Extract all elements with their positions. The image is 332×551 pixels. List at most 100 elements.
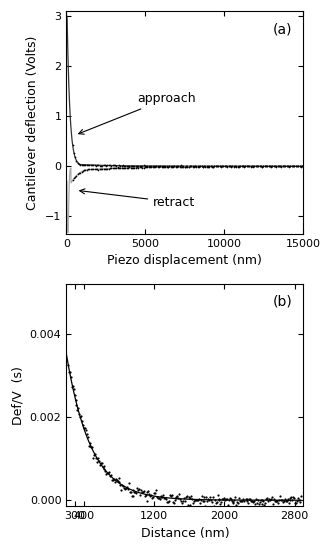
Point — [98, 165, 104, 174]
Point — [164, 495, 169, 504]
Point — [145, 161, 150, 170]
Point — [75, 158, 80, 167]
Point — [298, 163, 303, 171]
Point — [227, 161, 232, 170]
Point — [223, 162, 229, 171]
Point — [115, 477, 120, 486]
Point — [196, 495, 202, 504]
Point — [220, 495, 226, 504]
Point — [258, 162, 264, 171]
Point — [130, 485, 135, 494]
Point — [255, 495, 260, 504]
Point — [202, 162, 207, 171]
Point — [80, 420, 86, 429]
Point — [273, 496, 278, 505]
Point — [181, 494, 187, 503]
Point — [203, 163, 208, 171]
Point — [267, 495, 273, 504]
Point — [225, 162, 230, 171]
Point — [181, 161, 186, 170]
Point — [223, 494, 229, 503]
Point — [119, 164, 124, 173]
Point — [250, 162, 256, 171]
Point — [146, 487, 151, 496]
Point — [146, 163, 151, 172]
Point — [129, 163, 134, 172]
Point — [172, 162, 177, 171]
Point — [188, 494, 193, 503]
Point — [107, 161, 113, 170]
Point — [284, 162, 289, 171]
Point — [132, 488, 137, 497]
Point — [200, 162, 206, 171]
Point — [69, 383, 74, 392]
Point — [299, 162, 305, 171]
Point — [132, 163, 137, 172]
Point — [127, 163, 132, 172]
Point — [185, 162, 190, 171]
Point — [186, 162, 191, 171]
Point — [213, 161, 218, 170]
Point — [265, 494, 270, 503]
Point — [156, 494, 161, 503]
Point — [81, 424, 87, 433]
Point — [126, 478, 131, 487]
Point — [79, 160, 84, 169]
Point — [258, 162, 264, 171]
Point — [175, 491, 180, 500]
Point — [276, 162, 282, 171]
Point — [125, 485, 130, 494]
Point — [160, 493, 165, 502]
Point — [218, 162, 223, 171]
Point — [243, 161, 248, 170]
Point — [88, 441, 93, 450]
Point — [80, 160, 86, 169]
Point — [139, 161, 145, 170]
Point — [177, 163, 182, 172]
Point — [183, 162, 189, 171]
Point — [201, 496, 206, 505]
Point — [135, 485, 141, 494]
Point — [125, 162, 131, 171]
Point — [104, 470, 109, 479]
Point — [249, 161, 254, 170]
Point — [141, 161, 146, 170]
Point — [284, 162, 289, 171]
Point — [91, 453, 96, 462]
Point — [78, 411, 84, 420]
Point — [105, 161, 110, 170]
Point — [180, 163, 185, 171]
Point — [195, 161, 200, 170]
Point — [191, 162, 197, 171]
Point — [162, 494, 167, 503]
Point — [84, 430, 89, 439]
Point — [297, 498, 302, 506]
Point — [105, 468, 110, 477]
Point — [248, 162, 253, 171]
Point — [186, 493, 191, 501]
Point — [226, 162, 231, 171]
Point — [115, 164, 121, 173]
Point — [265, 161, 270, 170]
Point — [217, 495, 222, 504]
Point — [113, 474, 118, 483]
Point — [70, 141, 75, 149]
Point — [178, 161, 184, 170]
Point — [102, 164, 108, 173]
Point — [88, 161, 93, 170]
Point — [128, 487, 133, 496]
Point — [168, 491, 174, 500]
Point — [274, 161, 279, 170]
Point — [150, 163, 155, 171]
Point — [212, 162, 217, 171]
Point — [101, 462, 106, 471]
Point — [159, 163, 164, 171]
Point — [160, 162, 166, 171]
Point — [142, 492, 147, 501]
Point — [277, 495, 282, 504]
Point — [78, 168, 83, 177]
X-axis label: Distance (nm): Distance (nm) — [140, 527, 229, 540]
Point — [133, 488, 138, 496]
Point — [110, 476, 116, 484]
Point — [123, 164, 128, 172]
